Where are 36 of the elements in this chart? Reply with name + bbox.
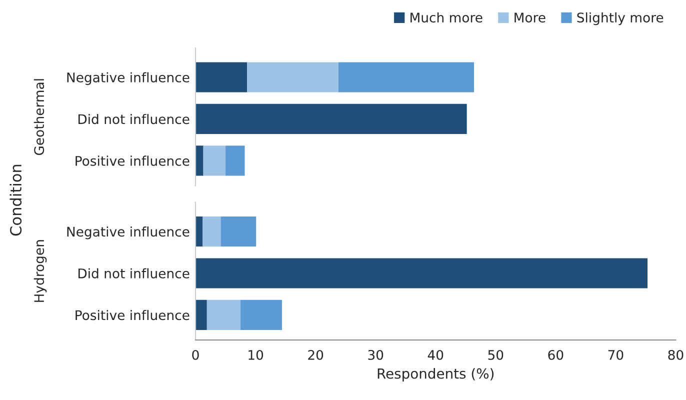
bar [196, 300, 207, 330]
x-axis-title: Respondents (%) [378, 368, 494, 382]
y-tick-label: Did not influence [78, 268, 190, 278]
y-tick-label: Positive influence [76, 156, 190, 166]
text: Condition [10, 164, 22, 236]
y-tick-label: Negative influence [67, 72, 190, 85]
bar [196, 146, 204, 176]
y-tick-label: Negative influence [67, 226, 190, 240]
bar [202, 216, 221, 247]
y-axis-title: Geothermal [34, 79, 44, 156]
x-tick-label: 30 [368, 350, 384, 360]
x-tick-label: 50 [488, 350, 504, 360]
bar [338, 62, 474, 92]
bar [206, 300, 241, 330]
bar [220, 216, 256, 247]
x-tick-label: 80 [668, 350, 684, 360]
bar [196, 104, 467, 134]
bar [196, 258, 648, 288]
x-tick-label: 0 [192, 350, 199, 360]
y-axis-title: Hydrogen [34, 240, 47, 302]
bar [226, 146, 245, 176]
x-tick-label: 20 [308, 350, 324, 360]
bar [196, 62, 248, 92]
legend-label: Slightly more [577, 12, 664, 26]
y-tick-label: Did not influence [78, 114, 190, 124]
x-tick-label: 10 [248, 350, 264, 360]
y-tick-label: Positive influence [76, 310, 190, 320]
bar [247, 62, 338, 92]
bar [203, 146, 226, 176]
x-tick-label: 40 [428, 350, 444, 360]
legend-label: More [514, 12, 546, 23]
x-tick-label: 60 [548, 350, 564, 360]
bar [196, 216, 203, 247]
bar [240, 300, 282, 330]
x-tick-label: 70 [608, 350, 624, 360]
legend-label: Much more [410, 12, 482, 23]
